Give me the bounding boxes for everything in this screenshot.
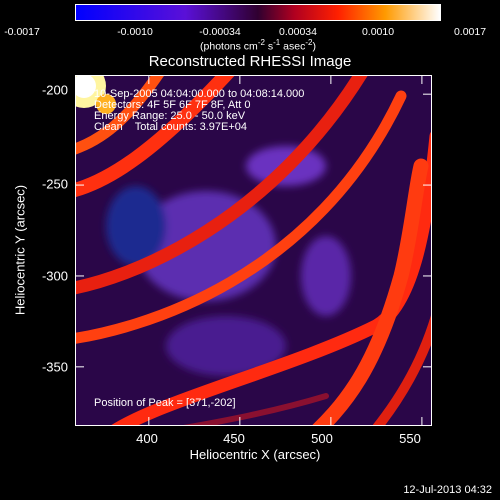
- colorbar-tick: -0.0010: [117, 26, 153, 38]
- x-tick-label: 500: [311, 431, 333, 446]
- heatmap-image: [76, 76, 431, 425]
- info-line: Clean Total counts: 3.97E+04: [94, 121, 247, 133]
- info-line: Energy Range: 25.0 - 50.0 keV: [94, 110, 246, 122]
- y-tick-label: -250: [41, 176, 68, 192]
- y-axis-label: Heliocentric Y (arcsec): [12, 184, 28, 316]
- heatmap-plot: [75, 75, 432, 426]
- colorbar-tick: 0.0017: [453, 26, 487, 38]
- x-tick-label: 400: [136, 431, 158, 446]
- x-tick-label: 450: [223, 431, 245, 446]
- y-tick-label: -300: [41, 268, 68, 284]
- colorbar-units: (photons cm-2 s-1 asec-2): [200, 38, 316, 53]
- y-tick-label: -350: [41, 359, 68, 375]
- colorbar: [75, 4, 441, 21]
- info-line: 10-Sep-2005 04:04:00.000 to 04:08:14.000: [94, 88, 305, 100]
- colorbar-tick: 0.00034: [279, 26, 317, 38]
- colorbar-tick: 0.0010: [361, 26, 395, 38]
- x-tick-label: 550: [399, 431, 421, 446]
- timestamp: 12-Jul-2013 04:32: [403, 484, 492, 496]
- y-tick-label: -200: [41, 82, 68, 98]
- peak-label: Position of Peak = [371,-202]: [94, 397, 236, 409]
- x-axis-label: Heliocentric X (arcsec): [189, 447, 321, 462]
- info-line: Detectors: 4F 5F 6F 7F 8F, Att 0: [94, 99, 251, 111]
- chart-title: Reconstructed RHESSI Image: [148, 53, 352, 70]
- colorbar-tick: -0.0017: [4, 26, 40, 38]
- colorbar-tick: -0.00034: [199, 26, 241, 38]
